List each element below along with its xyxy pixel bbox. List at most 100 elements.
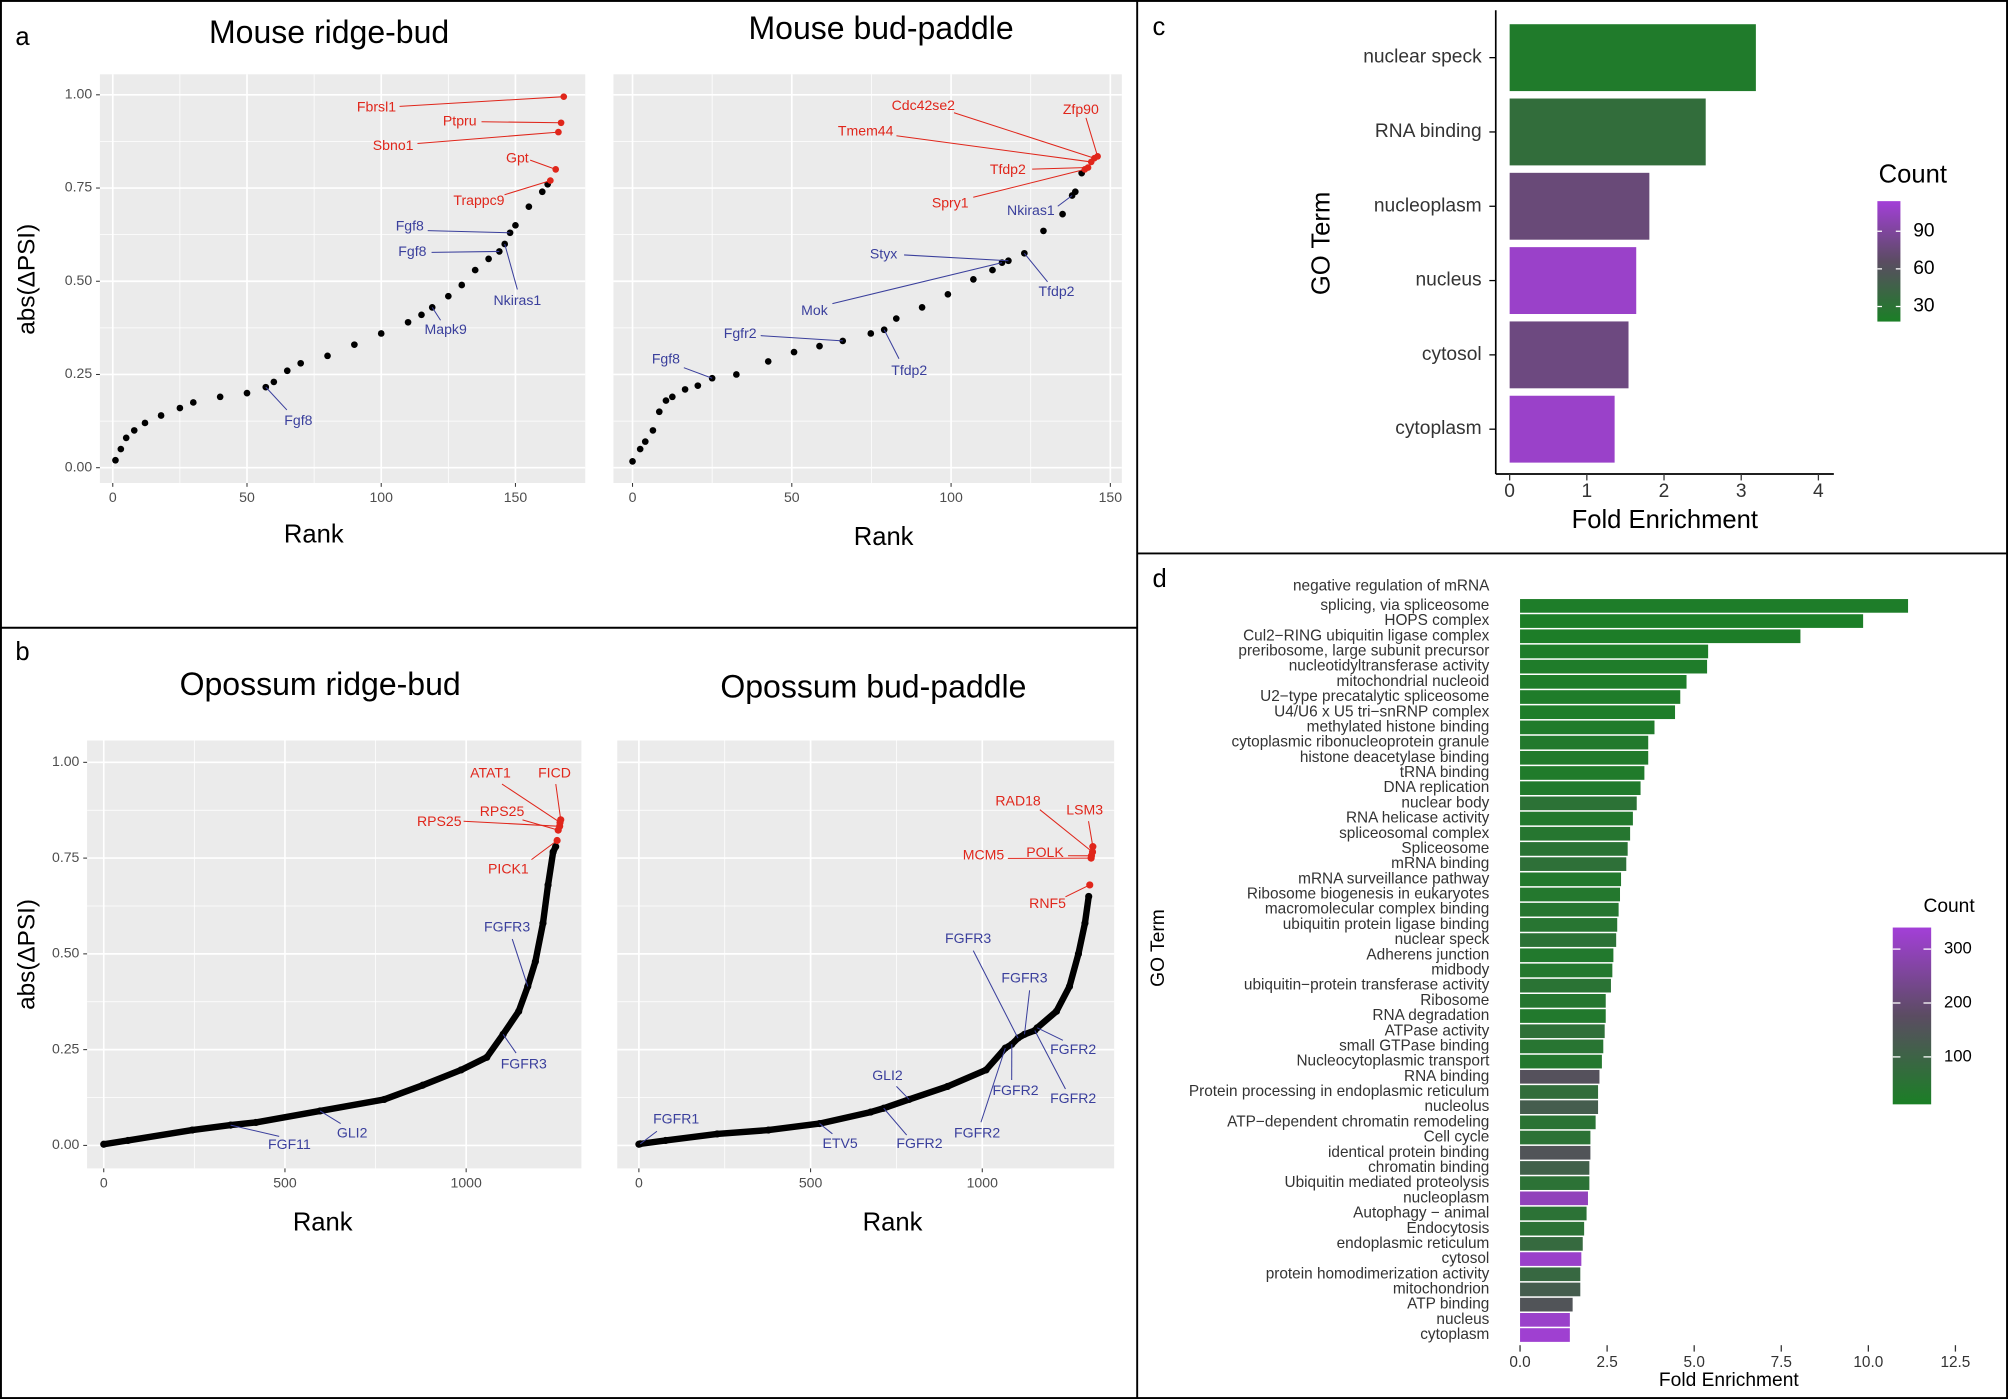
point (141, 419, 149, 427)
annotation-label: RPS25 (417, 813, 462, 829)
y-axis-title: GO Term (1308, 192, 1336, 295)
annotation-leader (1024, 990, 1031, 1035)
point (112, 456, 119, 464)
y-tick-label: nuclear speck (1395, 931, 1490, 948)
annotation-label: Fgf8 (652, 351, 680, 367)
annotation-label: FGFR2 (896, 1135, 942, 1151)
y-tick-label: ATPase activity (1385, 1022, 1490, 1039)
bar (1509, 321, 1629, 389)
x-tick-label: 0 (109, 489, 117, 505)
annotation-label: Sbno1 (373, 137, 414, 153)
bar (1520, 872, 1622, 887)
point (1084, 164, 1092, 171)
annotation-label: Fgf8 (284, 412, 312, 428)
bar (1520, 1069, 1600, 1084)
point (252, 1118, 260, 1127)
y-tick-label: Adherens junction (1366, 946, 1489, 963)
bar (1520, 918, 1618, 932)
point (867, 330, 875, 337)
point (1085, 892, 1093, 900)
annotation-leader (1088, 821, 1094, 847)
bar (1509, 172, 1650, 240)
annotation-leader (832, 262, 1003, 305)
point (377, 330, 385, 337)
y-tick-label: midbody (1431, 962, 1489, 979)
x-tick-label: 150 (1099, 489, 1123, 505)
point (1074, 950, 1083, 958)
x-axis-title: Rank (863, 1208, 923, 1236)
bar (1509, 247, 1637, 315)
point (531, 957, 539, 966)
point (1040, 227, 1047, 235)
annotation-leader (683, 367, 713, 379)
point (867, 1108, 875, 1116)
point (445, 292, 452, 300)
y-tick-label: histone deacetylase binding (1300, 749, 1490, 766)
point (324, 352, 331, 360)
bar (1520, 644, 1709, 659)
annotation-label: Nkiras1 (1007, 202, 1055, 218)
annotation-leader (1085, 117, 1099, 157)
bar (1520, 1176, 1590, 1190)
annotation-leader (1057, 195, 1073, 207)
point (457, 1066, 465, 1074)
point (428, 304, 436, 311)
point (1052, 1007, 1061, 1015)
annotation-label: Cdc42se2 (892, 97, 956, 113)
x-axis-title: Rank (293, 1208, 353, 1236)
annotation-label: PICK1 (488, 861, 529, 877)
point (176, 404, 184, 412)
y-tick-label: Nucleocytoplasmic transport (1296, 1053, 1490, 1070)
y-tick-label: nuclear speck (1363, 47, 1482, 68)
y-tick-label: RNA binding (1375, 121, 1482, 142)
point (708, 374, 716, 382)
y-tick-label: RNA helicase activity (1346, 810, 1490, 827)
x-tick-label: 500 (273, 1174, 297, 1190)
point (552, 843, 560, 851)
annotation-leader (1032, 167, 1089, 170)
y-tick-label: DNA replication (1384, 779, 1490, 796)
point (649, 427, 657, 434)
annotation-label: FGFR2 (954, 1125, 1000, 1141)
point (1094, 153, 1101, 160)
annotation-leader (265, 386, 288, 411)
point (681, 386, 689, 393)
legend-tick-label: 300 (1944, 938, 1972, 957)
series-line (100, 843, 559, 1148)
x-axis-title: Fold Enrichment (1659, 1370, 1799, 1391)
point (989, 266, 996, 274)
point (944, 290, 952, 298)
point (662, 397, 670, 404)
plot-background (613, 74, 1122, 483)
x-tick-label: 0 (1504, 481, 1515, 502)
point (117, 445, 125, 453)
annotation-leader (555, 783, 562, 820)
y-tick-label: 0.50 (65, 272, 93, 288)
y-tick-label: 1.00 (65, 86, 93, 102)
x-axis-title: Rank (854, 523, 914, 551)
point (1014, 1034, 1022, 1042)
bar (1520, 1267, 1581, 1282)
bar (1520, 1145, 1591, 1160)
point (130, 427, 138, 434)
bar (1520, 1252, 1582, 1266)
x-tick-label: 7.5 (1771, 1354, 1792, 1371)
annotation-label: Ptpru (443, 112, 477, 128)
point (538, 188, 546, 196)
annotation-label: FGFR2 (992, 1082, 1038, 1098)
legend-tick-label: 90 (1913, 220, 1934, 241)
annotation-label: FGFR2 (1050, 1041, 1096, 1057)
bar (1520, 1191, 1588, 1206)
point (764, 1126, 772, 1134)
annotation-leader (504, 243, 518, 290)
bar (1520, 963, 1613, 978)
y-tick-label: macromolecular complex binding (1265, 901, 1489, 918)
annotation-leader (481, 121, 562, 124)
label-line: negative regulation of mRNA (1293, 578, 1490, 595)
point (713, 1130, 721, 1138)
point (124, 1136, 132, 1145)
legend-title: Count (1879, 160, 1947, 188)
bar (1520, 781, 1641, 796)
y-tick-label: endoplasmic reticulum (1337, 1235, 1490, 1252)
